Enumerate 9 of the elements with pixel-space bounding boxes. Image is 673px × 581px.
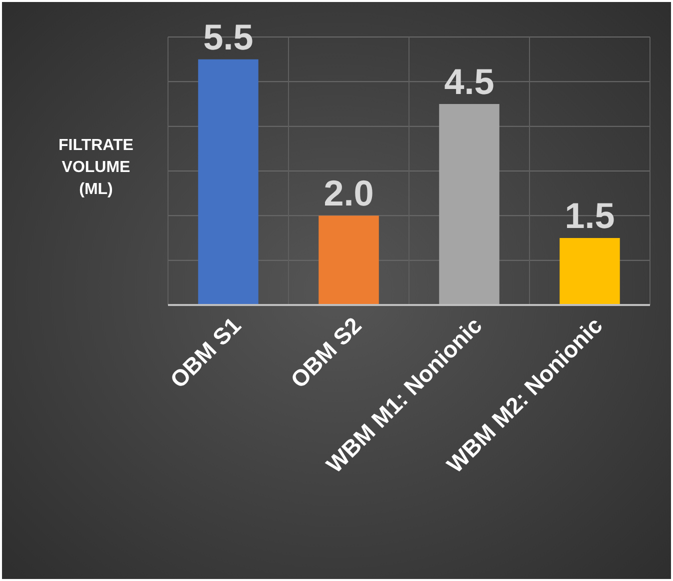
bar (560, 238, 620, 305)
y-axis-title: FILTRATE VOLUME (ML) (58, 137, 134, 198)
data-label: 1.5 (564, 195, 615, 236)
data-label: 4.5 (444, 61, 494, 102)
bar (439, 104, 500, 305)
data-label: 5.5 (203, 16, 254, 58)
bar (198, 59, 258, 305)
bar (318, 216, 379, 305)
data-label: 2.0 (324, 172, 374, 214)
